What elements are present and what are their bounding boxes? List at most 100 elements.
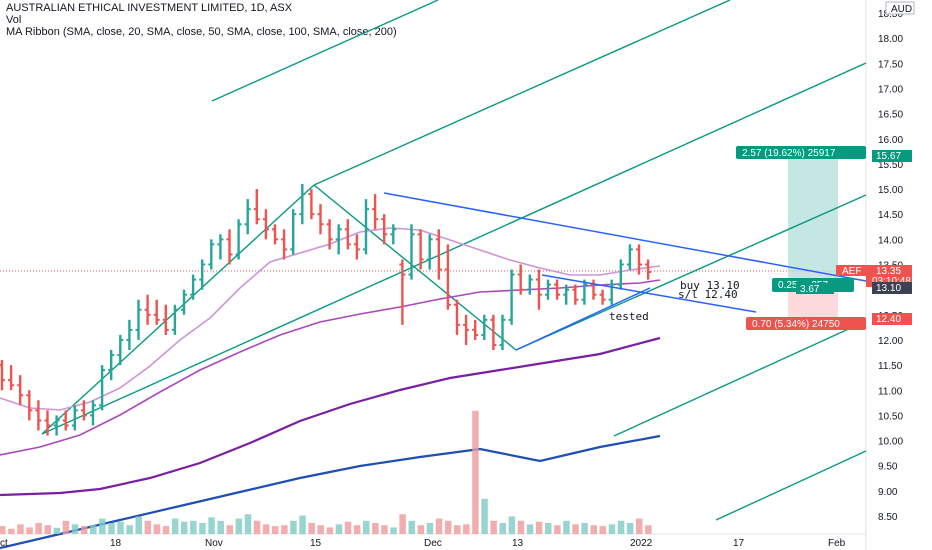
candle[interactable]	[281, 229, 288, 260]
candle[interactable]	[490, 314, 497, 351]
candle[interactable]	[62, 410, 69, 431]
ma200-line[interactable]	[0, 434, 661, 550]
candle[interactable]	[71, 405, 78, 431]
target-zone[interactable]	[788, 153, 838, 280]
candle[interactable]	[272, 224, 278, 245]
price-tick-label: 9.50	[878, 462, 898, 473]
candle[interactable]	[253, 189, 260, 225]
candle[interactable]	[344, 219, 351, 250]
annotation-tested[interactable]: tested	[609, 310, 649, 323]
candlesticks[interactable]	[0, 184, 652, 436]
ma100-line[interactable]	[0, 336, 661, 497]
candle[interactable]	[226, 229, 233, 265]
candle[interactable]	[463, 314, 470, 345]
candle[interactable]	[390, 224, 397, 245]
annotation-buy[interactable]: buy 13.10	[680, 279, 740, 292]
candle[interactable]	[290, 209, 297, 255]
legend-ma-ribbon[interactable]: MA Ribbon (SMA, close, 20, SMA, close, 5…	[6, 26, 397, 38]
candle[interactable]	[645, 259, 652, 280]
stop-label-box[interactable]	[746, 317, 866, 330]
candle[interactable]	[35, 400, 42, 431]
currency-box[interactable]	[885, 1, 915, 15]
candle[interactable]	[472, 319, 479, 340]
ma50-line[interactable]	[0, 279, 661, 456]
volume-bar	[208, 517, 215, 534]
candle[interactable]	[508, 269, 515, 325]
badge-target-text: 15.67	[876, 151, 901, 162]
candle[interactable]	[526, 274, 533, 295]
candle[interactable]	[399, 259, 406, 325]
volume-bars[interactable]	[0, 410, 652, 534]
volume-bar	[481, 498, 488, 534]
volume-bar	[563, 520, 570, 534]
candle[interactable]	[444, 244, 451, 310]
candle[interactable]	[426, 234, 433, 270]
ascending-trendline[interactable]	[515, 287, 651, 351]
candle[interactable]	[171, 304, 178, 335]
candle[interactable]	[99, 365, 106, 411]
candle[interactable]	[636, 244, 642, 275]
candle[interactable]	[126, 319, 133, 351]
candle[interactable]	[235, 219, 242, 260]
candle[interactable]	[244, 199, 251, 235]
candle[interactable]	[372, 194, 379, 230]
candle[interactable]	[17, 375, 24, 406]
volume-bar	[108, 523, 115, 534]
candle[interactable]	[554, 279, 561, 300]
candle[interactable]	[590, 279, 597, 300]
candle[interactable]	[144, 294, 151, 325]
candle[interactable]	[80, 400, 87, 421]
candle[interactable]	[563, 284, 570, 305]
candle[interactable]	[381, 214, 388, 245]
candle[interactable]	[435, 229, 442, 280]
legend-volume[interactable]: Vol	[6, 14, 22, 26]
candle[interactable]	[545, 279, 551, 300]
candle[interactable]	[599, 289, 606, 305]
volume-bar	[417, 525, 425, 534]
candle[interactable]	[26, 390, 33, 421]
candle[interactable]	[499, 314, 506, 351]
candle[interactable]	[190, 274, 197, 300]
candle[interactable]	[535, 269, 542, 310]
candle[interactable]	[308, 189, 315, 220]
candle[interactable]	[8, 365, 15, 391]
pitchfork-lines[interactable]	[41, 0, 867, 521]
candle[interactable]	[181, 289, 187, 315]
candle[interactable]	[581, 279, 588, 305]
candle[interactable]	[454, 299, 460, 335]
candle[interactable]	[262, 209, 269, 240]
candle[interactable]	[53, 415, 60, 436]
stop-label: 0.70 (5.34%) 24750	[752, 319, 840, 330]
support-trendline[interactable]	[541, 274, 757, 313]
candle[interactable]	[517, 264, 524, 295]
target-label-box[interactable]	[736, 146, 866, 159]
price-tick-label: 9.00	[878, 487, 898, 498]
candle[interactable]	[353, 234, 360, 260]
candle[interactable]	[0, 360, 5, 391]
candle[interactable]	[617, 259, 624, 290]
candle[interactable]	[317, 204, 324, 235]
candle[interactable]	[217, 234, 224, 260]
candle[interactable]	[626, 244, 633, 270]
candle[interactable]	[135, 299, 142, 340]
candle[interactable]	[208, 239, 215, 270]
candle[interactable]	[162, 304, 169, 335]
candle[interactable]	[108, 350, 115, 381]
candle[interactable]	[408, 224, 415, 280]
candle[interactable]	[608, 279, 615, 305]
candle[interactable]	[326, 219, 333, 250]
annotation-sl[interactable]: s/l 12.40	[678, 288, 738, 301]
candle[interactable]	[153, 299, 160, 325]
descending-trendline[interactable]	[383, 192, 867, 282]
candle[interactable]	[44, 410, 51, 436]
candle[interactable]	[363, 199, 369, 255]
candle[interactable]	[481, 314, 488, 340]
candle[interactable]	[199, 259, 206, 290]
candle[interactable]	[299, 184, 306, 225]
candle[interactable]	[572, 284, 579, 305]
candle[interactable]	[90, 400, 96, 426]
candle[interactable]	[335, 224, 342, 255]
candle[interactable]	[117, 334, 124, 366]
candle[interactable]	[417, 229, 424, 270]
